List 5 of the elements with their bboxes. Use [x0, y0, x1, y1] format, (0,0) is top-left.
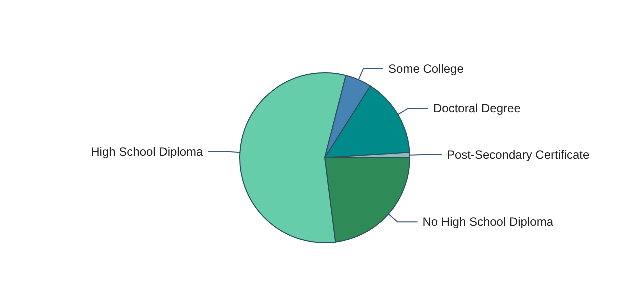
slice-label: High School Diploma: [91, 144, 204, 159]
slice-label: Post-Secondary Certificate: [446, 148, 590, 162]
slice-label: Some College: [388, 62, 464, 76]
slice-label: No High School Diploma: [422, 215, 554, 230]
slice-label: Doctoral Degree: [433, 102, 522, 116]
